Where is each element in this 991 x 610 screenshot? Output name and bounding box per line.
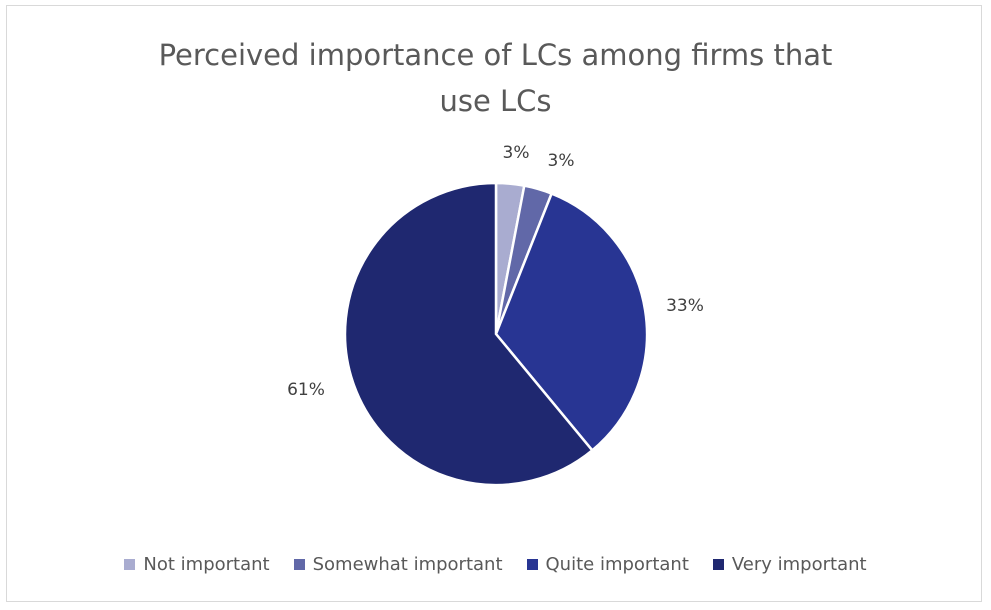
legend-item-somewhat-important: Somewhat important [293, 554, 503, 575]
legend-swatch-not-important [124, 559, 136, 570]
chart-title-line-2: use LCs [439, 84, 552, 118]
legend-label-not-important: Not important [143, 554, 270, 575]
pie-slice-quite-important [494, 191, 649, 453]
pie-slice-very-important [343, 181, 595, 487]
chart-title: Perceived importance of LCs among firms … [0, 32, 991, 124]
legend-swatch-quite-important [526, 559, 538, 570]
legend-label-quite-important: Quite important [545, 554, 689, 575]
legend-item-very-important: Very important [712, 554, 867, 575]
legend-label-somewhat-important: Somewhat important [312, 554, 503, 575]
legend-item-not-important: Not important [124, 554, 270, 575]
legend-label-very-important: Very important [731, 554, 867, 575]
data-label-quite-important: 33% [666, 296, 704, 316]
legend-swatch-very-important [712, 559, 724, 570]
legend-item-quite-important: Quite important [526, 554, 689, 575]
chart-title-line-1: Perceived importance of LCs among firms … [158, 38, 833, 72]
legend-swatch-somewhat-important [293, 559, 305, 570]
data-label-very-important: 61% [287, 380, 325, 400]
data-label-somewhat-important: 3% [548, 151, 575, 171]
chart-legend: Not important Somewhat important Quite i… [0, 554, 991, 575]
data-label-not-important: 3% [503, 143, 530, 163]
